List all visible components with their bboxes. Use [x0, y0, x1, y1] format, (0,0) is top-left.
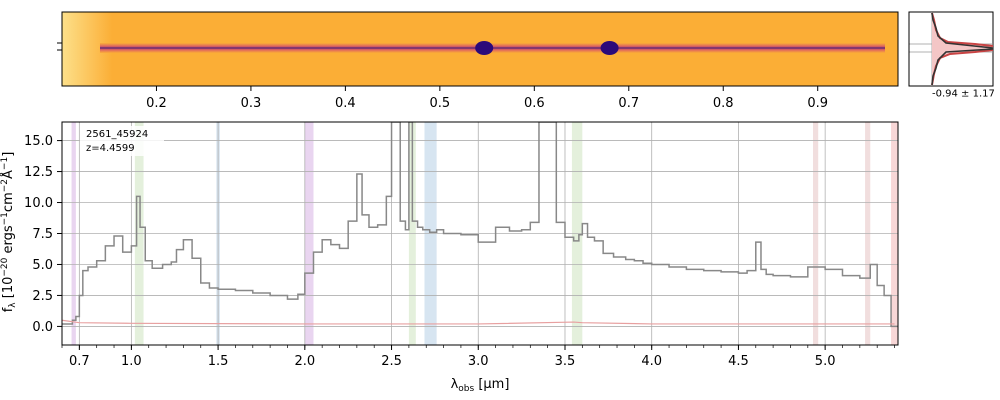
x-axis-tick-label: 2.0: [294, 354, 315, 369]
y-axis-tick-label: 0.0: [32, 320, 53, 335]
y-axis-tick-label: 7.5: [32, 227, 53, 242]
profile-label: -0.94 ± 1.17: [932, 88, 995, 99]
top-axis-tick-label: 0.8: [713, 96, 734, 111]
y-axis-tick-label: 2.5: [32, 289, 53, 304]
y-axis-tick-label: 5.0: [32, 258, 53, 273]
x-axis-tick-label: 4.5: [728, 354, 749, 369]
1d-spectrum-panel: 0.7 1.0 1.5 2.0 2.5 3.0 3.5 4.0 4.5 5.0 0.0 2.5 5.0…: [0, 121, 899, 394]
x-axis-tick-label: 1.0: [121, 354, 142, 369]
top-axis-tick-label: 0.4: [335, 96, 356, 111]
profile-data-line: [931, 12, 994, 86]
y-axis-label: fλ [10−20 ergs−1cm−2Å−1]: [0, 152, 18, 313]
top-axis-tick-label: 0.5: [430, 96, 451, 111]
x-axis-tick-label: 3.5: [555, 354, 576, 369]
y-axis-tick-label: 15.0: [24, 134, 53, 149]
y-axis-tick-label: 12.5: [24, 165, 53, 180]
annotation-box: [80, 126, 164, 156]
x-axis-tick-label: 5.0: [815, 354, 836, 369]
top-axis-tick-label: 0.7: [618, 96, 639, 111]
redshift-label: z=4.4599: [86, 143, 135, 154]
x-axis-tick-label: 4.0: [641, 354, 662, 369]
object-id-label: 2561_45924: [86, 129, 148, 140]
x-axis-tick-label: 3.0: [468, 354, 489, 369]
profile-fill: [932, 13, 993, 85]
x-axis-label: λobs [μm]: [451, 377, 510, 394]
x-axis-tick-label: 0.7: [69, 354, 90, 369]
x-axis-tick-label: 1.5: [208, 354, 229, 369]
x-axis-tick-label: 2.5: [381, 354, 402, 369]
top-axis-tick-label: 0.2: [146, 96, 167, 111]
profile-panel: -0.94 ± 1.17: [908, 11, 995, 99]
2d-emission-blob: [600, 41, 619, 55]
top-axis-tick-label: 0.6: [524, 96, 545, 111]
2d-emission-blob: [475, 41, 494, 55]
2d-spectrum-frame: [61, 11, 899, 87]
flux-spectrum-line: [62, 122, 898, 328]
2d-spectrum-panel: 0.2 0.3 0.4 0.5 0.6 0.7 0.8 0.9: [57, 11, 899, 111]
top-axis-tick-label: 0.3: [241, 96, 262, 111]
top-axis-tick-label: 0.9: [807, 96, 828, 111]
uncertainty-line: [62, 319, 895, 325]
y-axis-tick-label: 10.0: [24, 196, 53, 211]
